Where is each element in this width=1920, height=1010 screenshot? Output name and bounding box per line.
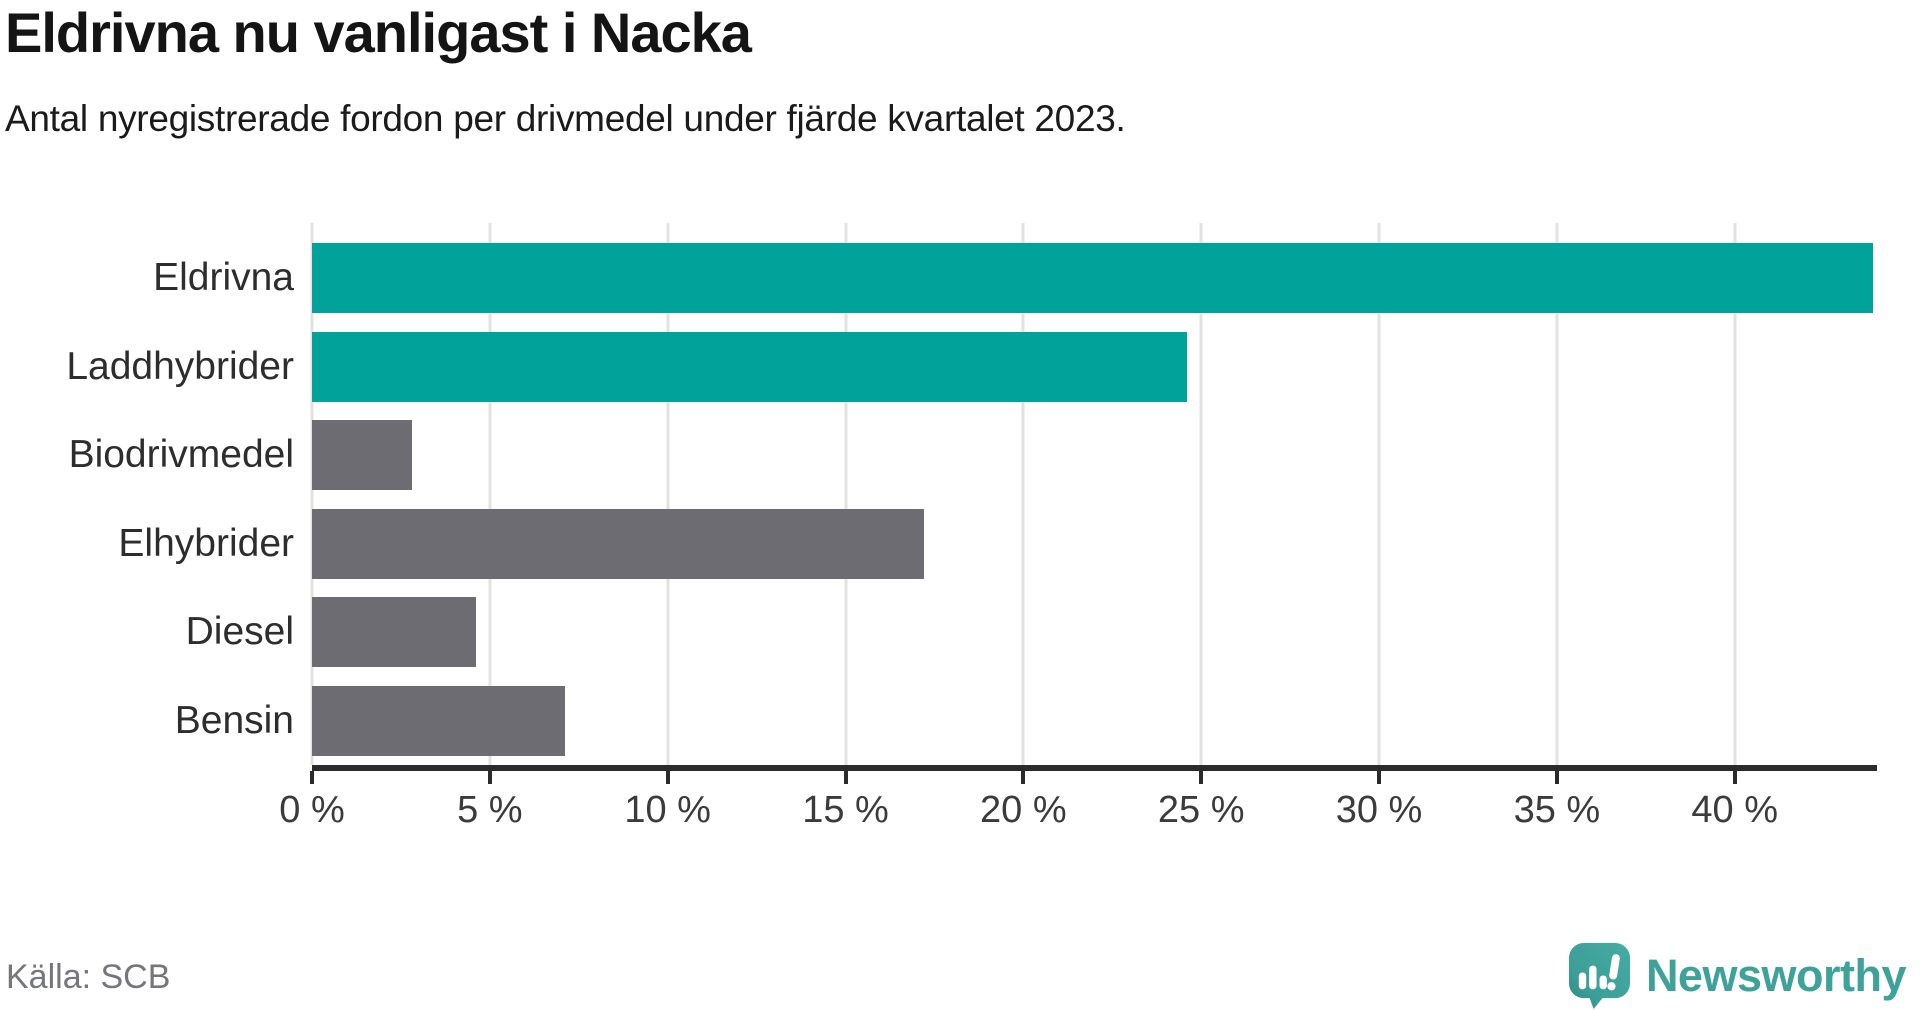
source-note: Källa: SCB: [6, 958, 171, 996]
bar-rows: Eldrivna Laddhybrider Biodrivmedel Elhybrid…: [66, 234, 1877, 766]
category-label: Diesel: [185, 610, 294, 654]
bar-eldrivna: [312, 243, 1874, 313]
x-axis-line: [312, 765, 1877, 771]
category-label: Elhybrider: [118, 521, 294, 565]
gridline: [666, 223, 670, 765]
x-axis-tick-label: 10 %: [624, 789, 711, 831]
newsworthy-logo-icon: [1568, 942, 1631, 1009]
newsworthy-logo-text: Newsworthy: [1645, 949, 1907, 1001]
gridline: [1377, 223, 1381, 765]
x-axis-tick-label: 15 %: [802, 789, 889, 831]
x-axis-tick: [310, 771, 314, 784]
x-axis-tick-label: 40 %: [1691, 789, 1779, 831]
x-axis-tick-label: 5 %: [457, 789, 523, 831]
x-axis-tick: [1021, 771, 1026, 784]
gridline: [844, 223, 848, 765]
bar-row: Elhybrider: [118, 500, 1877, 589]
category-label: Bensin: [174, 698, 294, 742]
bar-bensin: [312, 685, 565, 756]
gridline: [1555, 223, 1559, 765]
gridline: [1199, 223, 1203, 765]
category-label: Laddhybrider: [66, 344, 294, 388]
x-axis-tick-label: 0 %: [279, 789, 345, 831]
category-label: Eldrivna: [153, 256, 294, 300]
bar-diesel: [312, 597, 476, 667]
x-axis-tick-label: 25 %: [1157, 789, 1245, 831]
gridline: [488, 223, 492, 765]
x-axis-tick-label: 20 %: [980, 789, 1067, 831]
bar-chart-plot-area: Eldrivna Laddhybrider Biodrivmedel Elhybrid…: [66, 223, 1877, 831]
bar-row: Biodrivmedel: [69, 411, 1877, 500]
bar-row: Diesel: [186, 588, 1877, 677]
bar-row: Bensin: [175, 677, 1877, 766]
x-axis-tick: [1732, 771, 1737, 784]
x-axis-tick: [843, 771, 848, 784]
bar-row: Eldrivna: [153, 234, 1877, 323]
x-axis-tick: [1554, 771, 1559, 784]
bar-biodrivmedel: [312, 420, 412, 490]
bar-row: Laddhybrider: [66, 323, 1877, 412]
chart-subtitle: Antal nyregistrerade fordon per drivmede…: [5, 98, 1126, 139]
bar-elhybrider: [312, 508, 924, 579]
gridline: [310, 223, 314, 765]
gridline: [1733, 223, 1737, 765]
chart-title: Eldrivna nu vanligast i Nacka: [5, 1, 752, 64]
bar-laddhybrider: [312, 331, 1187, 402]
gridline: [1021, 223, 1025, 765]
x-axis-tick: [1377, 771, 1382, 784]
x-axis-tick: [665, 771, 670, 784]
newsworthy-logo: Newsworthy: [1568, 942, 1907, 1009]
x-axis-tick-label: 35 %: [1513, 789, 1601, 831]
x-axis-tick: [487, 771, 492, 784]
category-label: Biodrivmedel: [68, 433, 294, 477]
x-axis-tick: [1199, 771, 1204, 784]
x-axis-tick-label: 30 %: [1335, 789, 1423, 831]
